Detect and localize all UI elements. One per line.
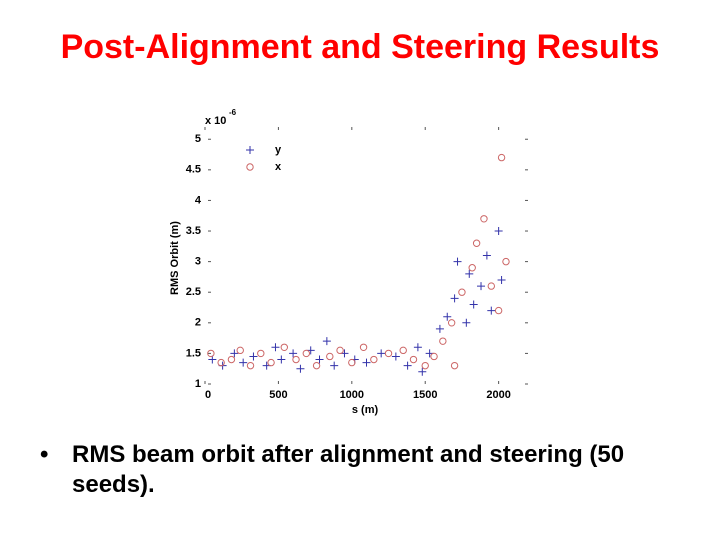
point xyxy=(230,349,239,358)
legend-label: y xyxy=(275,144,282,156)
point xyxy=(497,153,506,162)
x-tick-label: 1000 xyxy=(340,389,364,401)
chart: RMS Orbit (m) s (m) x 10 -6 1 1.5 2 2.5 3 3.5… xyxy=(169,108,528,416)
point xyxy=(277,355,286,364)
point xyxy=(239,358,248,367)
point xyxy=(494,306,503,315)
point xyxy=(413,343,422,352)
point xyxy=(497,275,506,284)
point xyxy=(370,355,378,364)
y-multiplier-exponent: -6 xyxy=(229,108,237,117)
point xyxy=(469,300,478,309)
point xyxy=(462,318,471,327)
point xyxy=(280,343,288,351)
point xyxy=(249,352,258,361)
point xyxy=(391,352,400,361)
point xyxy=(399,346,407,355)
point xyxy=(289,349,298,358)
point xyxy=(439,337,447,345)
point xyxy=(487,306,496,315)
legend-marker xyxy=(246,163,254,171)
point xyxy=(336,346,344,355)
point xyxy=(421,361,429,370)
x-tick-label: 500 xyxy=(269,389,287,401)
point xyxy=(348,358,356,367)
point xyxy=(315,355,324,364)
y-tick-label: 1.5 xyxy=(186,347,201,359)
point xyxy=(312,361,321,370)
point xyxy=(494,227,503,236)
point xyxy=(208,355,217,364)
point xyxy=(362,358,371,367)
point xyxy=(480,215,488,223)
point xyxy=(257,349,265,358)
point xyxy=(453,257,462,266)
y-tick-label: 2 xyxy=(195,317,201,329)
y-tick-label: 3 xyxy=(195,256,201,268)
x-tick-label: 0 xyxy=(205,389,211,401)
point xyxy=(246,361,255,370)
point xyxy=(326,352,334,361)
point xyxy=(450,294,459,303)
point xyxy=(468,264,476,272)
point xyxy=(271,343,280,352)
point xyxy=(409,355,418,364)
point xyxy=(477,282,486,291)
x-tick-label: 1500 xyxy=(413,389,437,401)
y-multiplier: x 10 xyxy=(205,115,226,127)
y-tick-label: 4.5 xyxy=(186,164,201,176)
point xyxy=(359,343,368,351)
point xyxy=(502,257,510,266)
point xyxy=(450,361,459,370)
point xyxy=(322,337,331,346)
point xyxy=(384,349,393,358)
point xyxy=(447,319,456,327)
point xyxy=(377,349,386,358)
point xyxy=(403,361,412,370)
point xyxy=(207,349,215,358)
point xyxy=(487,282,495,290)
y-tick-label: 2.5 xyxy=(186,286,201,298)
point xyxy=(418,367,427,376)
point xyxy=(465,269,474,278)
legend-marker xyxy=(246,146,254,154)
point xyxy=(330,361,339,370)
point xyxy=(458,288,466,296)
y-tick-label: 5 xyxy=(195,133,201,145)
point xyxy=(430,352,438,361)
y-tick-label: 3.5 xyxy=(186,225,201,237)
point xyxy=(236,346,244,355)
point xyxy=(292,355,300,364)
legend-label: x xyxy=(275,161,282,173)
point xyxy=(435,324,444,333)
bullet-list: RMS beam orbit after alignment and steer… xyxy=(40,440,680,500)
point xyxy=(302,349,311,358)
point xyxy=(217,358,225,367)
point xyxy=(482,251,491,260)
x-tick-label: 2000 xyxy=(486,389,510,401)
point xyxy=(227,355,236,364)
point xyxy=(443,312,452,321)
point xyxy=(296,364,305,373)
y-tick-label: 1 xyxy=(195,378,201,390)
y-tick-label: 4 xyxy=(195,194,202,206)
y-axis-label: RMS Orbit (m) xyxy=(169,221,181,295)
point xyxy=(267,358,275,367)
bullet: RMS beam orbit after alignment and steer… xyxy=(40,440,680,500)
point xyxy=(472,239,481,247)
x-axis-label: s (m) xyxy=(352,404,379,416)
slide-title: Post-Alignment and Steering Results xyxy=(60,28,660,66)
